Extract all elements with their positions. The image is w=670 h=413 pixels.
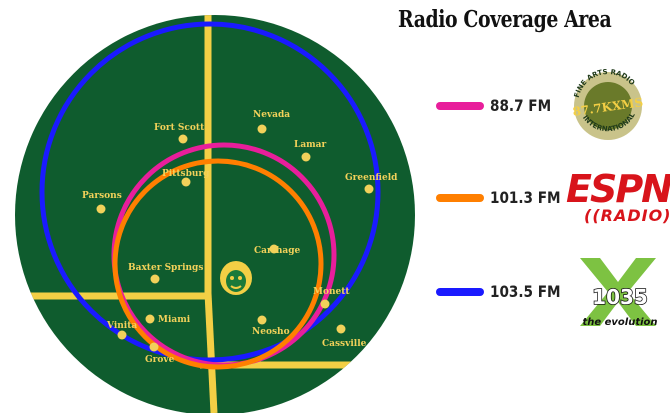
x-1035-logo-icon: 1035 the evolution bbox=[566, 256, 670, 330]
mascot-icon bbox=[220, 261, 252, 295]
fine-arts-radio-logo-icon: FINE ARTS RADIO INTERNATIONAL 87.7KXMS bbox=[568, 62, 648, 146]
city-dot-nevada bbox=[258, 125, 267, 134]
x-1035-tagline: the evolution bbox=[582, 317, 657, 328]
city-label-monett: Monett bbox=[313, 287, 350, 297]
legend-swatch-pink bbox=[436, 102, 484, 110]
city-dot-greenfield bbox=[365, 185, 374, 194]
city-label-fort-scott: Fort Scott bbox=[154, 123, 205, 133]
city-label-parsons: Parsons bbox=[82, 191, 122, 201]
city-dot-grove bbox=[150, 343, 159, 352]
city-label-miami: Miami bbox=[158, 315, 191, 325]
city-dot-miami bbox=[146, 315, 155, 324]
city-dot-cassville bbox=[337, 325, 346, 334]
espn-radio-logo-icon: ESPN ((RADIO)) bbox=[566, 170, 670, 224]
map-land-area bbox=[15, 15, 415, 413]
city-dot-vinita bbox=[118, 331, 127, 340]
city-label-lamar: Lamar bbox=[294, 140, 327, 150]
city-dot-parsons bbox=[97, 205, 106, 214]
city-dot-baxter-springs bbox=[151, 275, 160, 284]
city-dot-neosho bbox=[258, 316, 267, 325]
legend-label-88-7: 88.7 FM bbox=[490, 96, 551, 115]
city-label-pittsburg: Pittsburg bbox=[162, 169, 210, 179]
legend-title: Radio Coverage Area bbox=[398, 6, 621, 33]
legend-swatch-blue bbox=[436, 288, 484, 296]
espn-logo-sub: ((RADIO)) bbox=[584, 208, 670, 224]
city-dot-monett bbox=[321, 300, 330, 309]
espn-logo-main: ESPN bbox=[566, 170, 670, 208]
city-dot-lamar bbox=[302, 153, 311, 162]
city-label-greenfield: Greenfield bbox=[345, 173, 398, 183]
city-label-vinita: Vinita bbox=[106, 321, 137, 331]
legend-label-103-5: 103.5 FM bbox=[490, 282, 561, 301]
city-dot-fort-scott bbox=[179, 135, 188, 144]
city-label-baxter-springs: Baxter Springs bbox=[128, 263, 203, 273]
x-1035-number: 1035 bbox=[592, 285, 648, 309]
city-label-carthage: Carthage bbox=[254, 246, 301, 256]
city-label-nevada: Nevada bbox=[253, 110, 290, 120]
legend-swatch-orange bbox=[436, 194, 484, 202]
city-label-neosho: Neosho bbox=[252, 327, 290, 337]
city-label-grove: Grove bbox=[145, 355, 175, 365]
legend-label-101-3: 101.3 FM bbox=[490, 188, 561, 207]
city-label-cassville: Cassville bbox=[322, 339, 367, 349]
